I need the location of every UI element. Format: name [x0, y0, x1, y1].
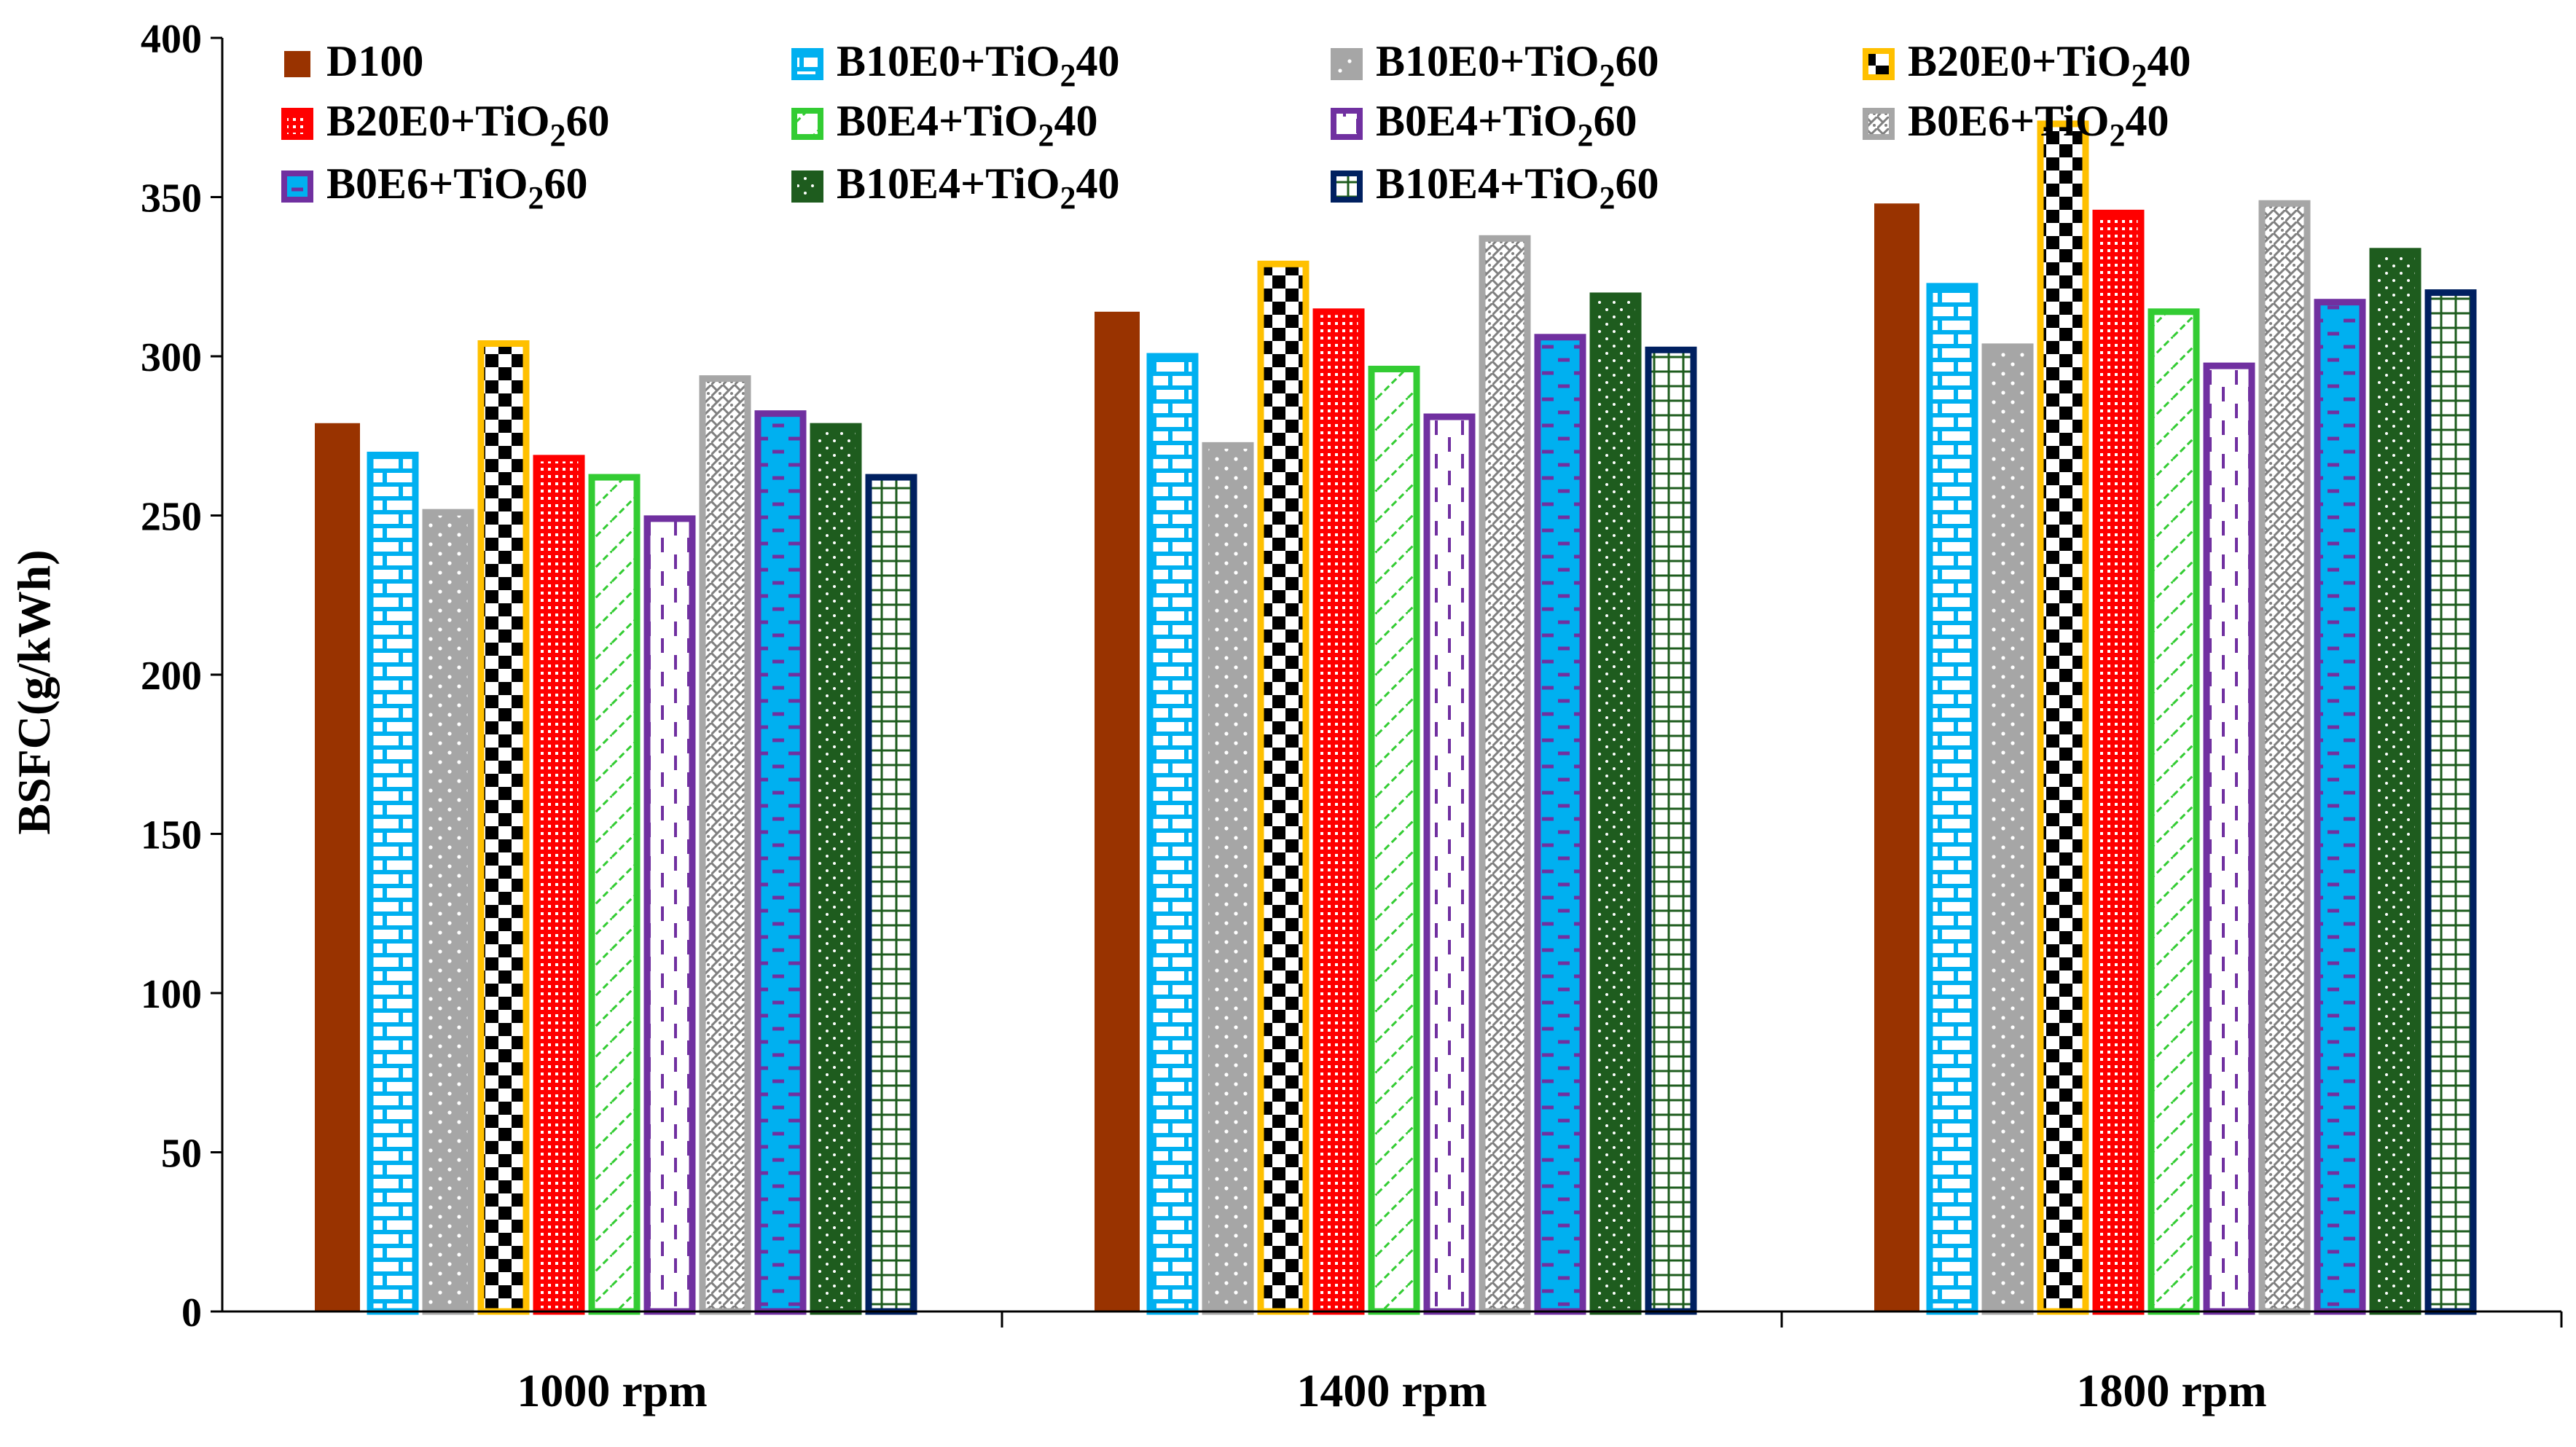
bar-series-11-cat-2: [1645, 346, 1697, 1315]
legend-swatch-2: [791, 48, 823, 80]
bar-series-4-cat-2: [1257, 260, 1309, 1315]
legend-label-2: B10E0+TiO240: [837, 37, 1120, 93]
legend-swatch-6: [791, 108, 823, 140]
legend: D100 B10E0+TiO240 B10E0+TiO260 B20E0+TiO240…: [281, 37, 2191, 216]
bar-series-9-cat-1: [754, 410, 807, 1315]
bar-series-2-cat-2: [1146, 353, 1199, 1315]
bar-series-10-cat-2: [1589, 292, 1642, 1315]
legend-swatch-9: [281, 170, 313, 203]
x-tick-label: 1800 rpm: [2076, 1365, 2266, 1416]
legend-label-3: B10E0+TiO260: [1376, 37, 1659, 93]
legend-label-8: B0E6+TiO240: [1908, 97, 2169, 153]
legend-swatch-10: [791, 170, 823, 203]
bar-series-1-cat-3: [1874, 203, 1919, 1311]
legend-swatch-7: [1331, 108, 1363, 140]
legend-label-5: B20E0+TiO260: [326, 97, 610, 153]
bar-series-8-cat-2: [1479, 235, 1531, 1315]
bars-layer: [315, 120, 2477, 1315]
legend-label-10: B10E4+TiO240: [837, 160, 1120, 216]
bar-series-6-cat-2: [1368, 365, 1420, 1315]
x-tick-label: 1400 rpm: [1296, 1365, 1487, 1416]
legend-label-11: B10E4+TiO260: [1376, 160, 1659, 216]
y-tick-label: 150: [141, 813, 202, 858]
y-tick-label: 300: [141, 335, 202, 380]
y-tick-label: 100: [141, 972, 202, 1017]
bar-series-10-cat-1: [810, 423, 862, 1315]
bar-series-3-cat-1: [422, 509, 474, 1315]
legend-label-7: B0E4+TiO260: [1376, 97, 1637, 153]
y-axis-title: BSFC(g/kWh): [8, 549, 60, 834]
bar-series-6-cat-3: [2148, 308, 2200, 1315]
bar-series-11-cat-1: [865, 474, 917, 1315]
legend-label-4: B20E0+TiO240: [1908, 37, 2191, 93]
legend-swatch-5: [281, 108, 313, 140]
bar-series-4-cat-3: [2037, 120, 2089, 1315]
bar-series-1-cat-2: [1095, 311, 1140, 1311]
bar-series-7-cat-2: [1423, 413, 1476, 1315]
y-tick-label: 400: [141, 17, 202, 62]
y-tick-label: 0: [181, 1290, 202, 1336]
legend-swatch-4: [1863, 48, 1895, 80]
legend-swatch-3: [1331, 48, 1363, 80]
legend-swatch-8: [1863, 108, 1895, 140]
bar-series-9-cat-3: [2314, 299, 2366, 1315]
y-tick-label: 350: [141, 176, 202, 221]
bar-series-8-cat-3: [2258, 200, 2311, 1315]
legend-label-1: D100: [326, 37, 423, 85]
y-tick-label: 250: [141, 495, 202, 540]
bar-series-9-cat-2: [1534, 334, 1586, 1315]
bar-series-1-cat-1: [315, 423, 360, 1311]
bar-series-5-cat-2: [1312, 308, 1365, 1315]
legend-label-6: B0E4+TiO240: [837, 97, 1098, 153]
x-tick-label: 1000 rpm: [517, 1365, 707, 1416]
y-tick-label: 50: [161, 1132, 202, 1177]
legend-label-9: B0E6+TiO260: [326, 160, 588, 216]
bar-series-8-cat-1: [699, 375, 751, 1315]
bar-series-2-cat-3: [1926, 283, 1978, 1315]
bar-series-5-cat-3: [2092, 209, 2145, 1315]
bar-series-3-cat-2: [1202, 442, 1254, 1315]
bar-series-2-cat-1: [367, 451, 419, 1315]
bar-series-6-cat-1: [588, 474, 641, 1315]
axes-layer: 0 50 100 150 200 250 300 350 400 1000 rpm 1400 rpm…: [141, 17, 2563, 1416]
bar-series-7-cat-1: [643, 515, 696, 1315]
bar-series-11-cat-3: [2424, 289, 2477, 1315]
legend-swatch-11: [1331, 170, 1363, 203]
bar-series-7-cat-3: [2203, 362, 2255, 1315]
bar-series-3-cat-3: [1981, 343, 2034, 1315]
bar-series-5-cat-1: [533, 455, 585, 1315]
y-tick-label: 200: [141, 654, 202, 699]
bar-series-10-cat-3: [2369, 248, 2422, 1315]
bar-series-4-cat-1: [477, 340, 530, 1315]
legend-swatch-1: [284, 51, 310, 77]
